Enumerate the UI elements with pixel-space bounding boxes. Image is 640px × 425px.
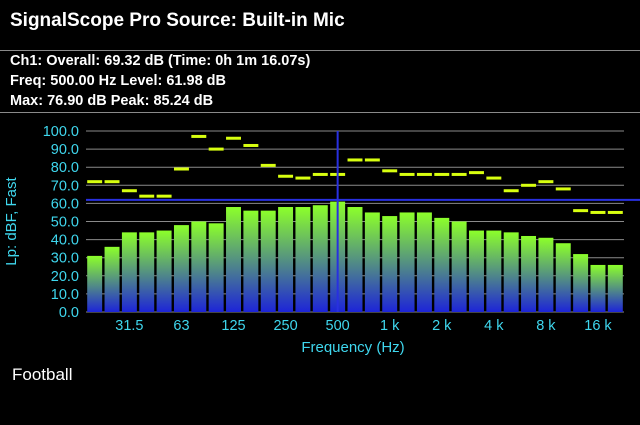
max-marker	[503, 189, 519, 193]
max-marker	[226, 136, 241, 140]
level-bar	[607, 264, 623, 312]
y-tick-label: 80.0	[51, 160, 79, 176]
max-marker	[486, 176, 502, 180]
divider-top	[0, 50, 640, 51]
level-bar	[538, 237, 554, 312]
level-bar	[555, 243, 571, 312]
frequency-cursor[interactable]	[86, 131, 640, 312]
level-bar	[399, 212, 415, 312]
max-marker	[173, 167, 189, 171]
level-bar	[226, 207, 241, 312]
level-bar	[295, 207, 311, 312]
preset-label: Football	[12, 365, 73, 384]
max-markers	[87, 134, 623, 214]
divider-bottom	[0, 112, 640, 113]
x-tick-label: 63	[173, 318, 189, 334]
y-tick-label: 20.0	[51, 269, 79, 285]
y-tick-label: 70.0	[51, 178, 79, 194]
level-bar	[573, 254, 589, 312]
readout-max-peak: Max: 76.90 dB Peak: 85.24 dB	[10, 93, 214, 109]
level-bar	[434, 217, 450, 312]
y-tick-label: 0.0	[59, 305, 79, 321]
max-marker	[590, 210, 606, 214]
max-marker	[243, 143, 259, 147]
max-marker	[382, 169, 398, 173]
level-bar	[104, 246, 120, 312]
y-tick-label: 90.0	[51, 142, 79, 158]
level-bar	[208, 223, 224, 312]
x-tick-label: 1 k	[380, 318, 400, 334]
y-tick-labels: 0.0 10.0 20.0 30.0 40.0 50.0 60.0 70.0 80.0 90.0 1…	[43, 124, 79, 321]
max-marker	[312, 172, 328, 176]
y-axis-label: Lp: dBF, Fast	[3, 176, 20, 265]
level-bar	[416, 212, 432, 312]
max-marker	[416, 172, 432, 176]
max-marker	[538, 180, 554, 184]
level-bar	[243, 210, 259, 312]
level-bar	[87, 255, 103, 312]
level-bar	[451, 221, 467, 312]
level-bar	[260, 210, 276, 312]
x-tick-label: 125	[221, 318, 245, 334]
x-tick-label: 2 k	[432, 318, 452, 334]
level-bar	[364, 212, 380, 312]
max-marker	[555, 187, 571, 191]
level-bar	[382, 216, 398, 312]
level-bar	[121, 232, 137, 312]
level-bar	[173, 225, 189, 312]
level-bar	[312, 205, 328, 312]
x-tick-label: 4 k	[484, 318, 504, 334]
max-marker	[260, 163, 276, 167]
level-bar	[139, 232, 155, 312]
level-bars	[87, 201, 623, 312]
max-marker	[573, 209, 589, 213]
x-tick-label: 8 k	[536, 318, 556, 334]
max-marker	[364, 158, 380, 162]
level-bar	[503, 232, 519, 312]
max-marker	[139, 194, 155, 198]
y-tick-label: 100.0	[43, 124, 79, 140]
x-tick-label: 16 k	[584, 318, 612, 334]
max-marker	[451, 172, 467, 176]
x-tick-label: 31.5	[115, 318, 143, 334]
y-tick-label: 30.0	[51, 251, 79, 267]
max-marker	[521, 183, 537, 187]
readout-channel-overall: Ch1: Overall: 69.32 dB (Time: 0h 1m 16.0…	[10, 53, 311, 69]
y-tick-label: 10.0	[51, 287, 79, 303]
app-title: SignalScope Pro Source: Built-in Mic	[10, 10, 345, 31]
max-marker	[191, 134, 207, 138]
max-marker	[208, 147, 224, 151]
max-marker	[399, 172, 415, 176]
max-marker	[121, 189, 137, 193]
level-bar	[521, 235, 537, 312]
max-marker	[347, 158, 363, 162]
max-marker	[156, 194, 172, 198]
x-axis-label: Frequency (Hz)	[301, 339, 404, 356]
x-tick-labels: 31.5 63 125 250 500 1 k 2 k 4 k 8 k 16 k	[115, 318, 612, 334]
readout-freq-level: Freq: 500.00 Hz Level: 61.98 dB	[10, 73, 226, 89]
y-tick-label: 40.0	[51, 233, 79, 249]
level-bar	[486, 230, 502, 312]
level-bar	[156, 230, 172, 312]
y-tick-label: 60.0	[51, 196, 79, 212]
level-bar	[347, 207, 363, 312]
y-tick-label: 50.0	[51, 215, 79, 231]
x-tick-label: 250	[273, 318, 297, 334]
level-bar	[469, 230, 484, 312]
max-marker	[434, 172, 450, 176]
spectrum-chart[interactable]: Lp: dBF, Fast 0.0 10.0 20.0 30.0 40.0 50.0 60.…	[0, 118, 640, 363]
x-tick-label: 500	[326, 318, 350, 334]
level-bar	[191, 221, 207, 312]
max-marker	[104, 180, 120, 184]
max-marker	[469, 171, 484, 175]
max-marker	[295, 176, 311, 180]
max-marker	[278, 174, 294, 178]
level-bar	[278, 207, 294, 312]
max-marker	[87, 180, 103, 184]
max-marker	[607, 210, 623, 214]
level-bar	[590, 264, 606, 312]
